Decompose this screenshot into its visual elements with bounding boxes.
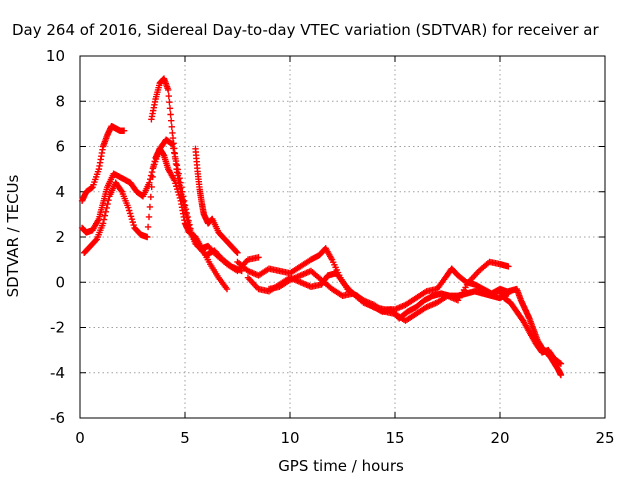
- data-point: [149, 173, 156, 181]
- data-point: [126, 207, 133, 214]
- y-axis-label: SDTVAR / TECUs: [4, 174, 22, 297]
- data-point: [125, 204, 132, 211]
- data-points: [78, 75, 565, 379]
- data-point: [165, 92, 172, 100]
- data-point: [168, 117, 175, 124]
- series-track-h: [265, 265, 510, 313]
- x-tick-label: 10: [280, 429, 299, 447]
- data-point: [169, 141, 176, 148]
- data-point: [557, 371, 565, 379]
- grid-lines: [80, 56, 605, 418]
- data-point: [117, 187, 125, 194]
- data-point: [148, 183, 155, 191]
- data-point: [505, 263, 512, 270]
- data-point: [147, 172, 155, 179]
- data-point: [129, 218, 136, 226]
- data-point: [147, 193, 154, 201]
- y-tick-label: 2: [55, 228, 65, 246]
- data-point: [105, 196, 112, 204]
- data-point: [100, 216, 108, 223]
- data-point: [92, 237, 100, 244]
- series-track-j: [501, 294, 565, 367]
- data-point: [168, 123, 175, 130]
- x-tick-label: 0: [75, 429, 85, 447]
- data-point: [127, 213, 135, 220]
- data-point: [146, 203, 154, 211]
- series-track-a: [78, 122, 128, 204]
- y-tick-label: -2: [50, 319, 65, 337]
- data-point: [171, 177, 178, 184]
- data-point: [557, 360, 565, 367]
- data-point: [167, 111, 174, 118]
- series-track-e: [192, 145, 241, 257]
- axis-tick-labels: 0 5 10 15 20 25 -6 -4 -2 0 2 4 6 8 10: [46, 47, 615, 447]
- data-point: [144, 233, 151, 241]
- y-tick-label: 8: [55, 92, 65, 110]
- data-point: [165, 86, 172, 94]
- x-tick-label: 20: [490, 429, 509, 447]
- data-point: [234, 249, 241, 257]
- axis-ticks: [79, 55, 606, 419]
- data-point: [146, 179, 153, 186]
- x-axis-label: GPS time / hours: [278, 457, 404, 475]
- data-point: [144, 223, 152, 231]
- data-point: [102, 208, 109, 215]
- y-tick-label: -6: [50, 409, 65, 427]
- chart-title: Day 264 of 2016, Sidereal Day-to-day VTE…: [12, 21, 599, 39]
- y-tick-label: 4: [55, 183, 65, 201]
- data-point: [145, 213, 153, 221]
- series-track-i: [496, 285, 565, 379]
- data-point: [126, 210, 134, 217]
- data-point: [130, 221, 137, 229]
- data-point: [233, 248, 240, 256]
- y-tick-label: -4: [50, 364, 65, 382]
- y-tick-label: 0: [55, 273, 65, 291]
- data-point: [166, 105, 174, 112]
- data-point: [255, 254, 262, 261]
- data-point: [223, 285, 231, 293]
- y-tick-label: 6: [55, 138, 65, 156]
- data-point: [103, 204, 110, 212]
- x-tick-label: 5: [180, 429, 190, 447]
- data-point: [166, 99, 173, 106]
- series-track-d: [148, 75, 262, 275]
- y-tick-label: 10: [46, 47, 65, 65]
- data-point: [173, 183, 180, 190]
- data-point: [128, 216, 136, 223]
- x-tick-label: 15: [385, 429, 404, 447]
- data-point: [120, 127, 128, 134]
- data-point: [99, 220, 107, 227]
- data-point: [101, 212, 109, 219]
- data-point: [104, 200, 111, 208]
- x-tick-label: 25: [595, 429, 614, 447]
